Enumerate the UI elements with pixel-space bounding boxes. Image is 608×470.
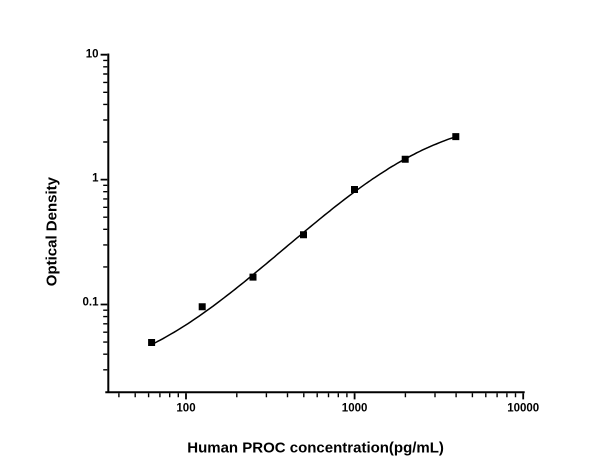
svg-text:10: 10 — [86, 49, 99, 61]
svg-text:Human PROC concentration(pg/mL: Human PROC concentration(pg/mL) — [187, 439, 444, 456]
svg-text:10000: 10000 — [507, 402, 539, 414]
svg-text:100: 100 — [176, 402, 195, 414]
svg-text:Optical Density: Optical Density — [44, 176, 61, 286]
svg-text:0.1: 0.1 — [83, 297, 100, 309]
svg-text:1: 1 — [92, 173, 99, 185]
svg-text:1000: 1000 — [342, 402, 368, 414]
